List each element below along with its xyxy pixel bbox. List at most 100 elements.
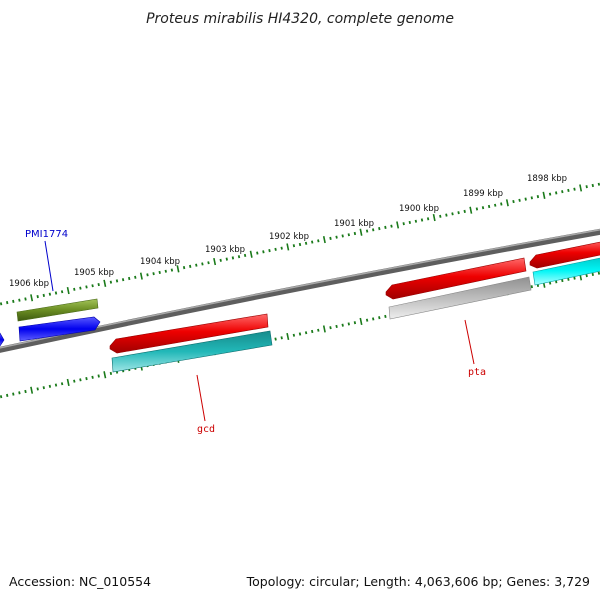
inner-scale-minor-tick	[530, 285, 533, 289]
outer-scale-major-tick	[286, 243, 290, 251]
inner-scale-minor-tick	[555, 280, 558, 284]
outer-scale-minor-tick	[6, 301, 9, 305]
outer-scale-minor-tick	[548, 192, 552, 196]
outer-scale-minor-tick	[311, 240, 314, 244]
outer-scale-minor-tick	[79, 286, 82, 290]
outer-scale-major-tick	[249, 250, 253, 258]
gene-label-pmi1774[interactable]: PMI1774	[25, 229, 68, 240]
forward-strand-features	[16, 240, 600, 354]
gene-feature-gray[interactable]	[388, 276, 532, 320]
inner-scale-minor-tick	[18, 391, 21, 395]
gene-feature-pmi1774[interactable]	[18, 316, 101, 342]
outer-scale-minor-tick	[54, 291, 58, 295]
inner-scale-minor-tick	[54, 383, 58, 387]
gene-feature-blue-left[interactable]	[0, 332, 5, 347]
outer-scale-minor-tick	[475, 207, 479, 211]
gene-feature-olive[interactable]	[16, 298, 99, 322]
gene-feature-pta-forward[interactable]	[385, 257, 527, 300]
inner-scale-minor-tick	[274, 337, 277, 341]
outer-scale-minor-tick	[494, 203, 497, 207]
outer-scale-major-tick	[30, 294, 34, 302]
outer-scale-minor-tick	[85, 285, 88, 289]
inner-scale-minor-tick	[280, 336, 283, 340]
inner-scale-major-tick	[66, 378, 70, 387]
outer-scale-minor-tick	[597, 182, 600, 186]
outer-scale-minor-tick	[0, 302, 3, 306]
inner-scale-minor-tick	[365, 318, 369, 322]
outer-scale-minor-tick	[402, 222, 405, 226]
inner-scale-minor-tick	[36, 387, 39, 391]
outer-scale-major-tick	[139, 272, 143, 280]
tick-label-1905: 1905 kbp	[74, 268, 114, 278]
gene-label-pta[interactable]: pta	[468, 367, 486, 378]
outer-scale-major-tick	[542, 191, 546, 199]
gene-feature-gcd-forward[interactable]	[109, 313, 269, 354]
outer-scale-minor-tick	[555, 191, 558, 195]
inner-scale-minor-tick	[298, 332, 302, 336]
reverse-strand-features	[0, 256, 600, 373]
gene-label-gcd[interactable]: gcd	[197, 424, 215, 435]
outer-scale-minor-tick	[274, 247, 277, 251]
outer-scale-minor-tick	[317, 239, 320, 243]
inner-scale-minor-tick	[85, 377, 88, 381]
outer-scale-major-tick	[103, 279, 107, 287]
outer-scale-minor-tick	[518, 198, 521, 202]
outer-scale-minor-tick	[91, 284, 94, 288]
outer-scale-major-tick	[359, 228, 363, 236]
outer-scale-minor-tick	[128, 276, 131, 281]
outer-scale-major-tick	[432, 213, 436, 222]
inner-scale-major-tick	[322, 325, 326, 333]
outer-scale-major-tick	[322, 236, 326, 244]
outer-scale-minor-tick	[353, 231, 357, 236]
outer-scale-minor-tick	[121, 278, 125, 282]
outer-scale-minor-tick	[420, 218, 424, 222]
outer-scale-minor-tick	[384, 225, 387, 229]
tick-label-1899: 1899 kbp	[463, 189, 503, 199]
inner-scale-minor-tick	[347, 322, 350, 326]
outer-scale-major-tick	[66, 286, 70, 295]
tick-label-1898: 1898 kbp	[527, 174, 567, 184]
map-title: Proteus mirabilis HI4320, complete genom…	[146, 11, 454, 27]
gene-feature-cyan[interactable]	[532, 256, 600, 286]
gene-feature-red-right[interactable]	[529, 240, 600, 269]
tick-label-1900: 1900 kbp	[399, 204, 439, 214]
outer-scale-minor-tick	[445, 213, 448, 217]
outer-scale-minor-tick	[48, 292, 52, 296]
inner-scale-minor-tick	[329, 326, 332, 330]
inner-scale-major-tick	[286, 332, 290, 341]
outer-scale-minor-tick	[500, 202, 503, 206]
gene-feature-teal[interactable]	[111, 330, 273, 373]
outer-scale-minor-tick	[164, 269, 167, 273]
inner-scale-minor-tick	[585, 274, 588, 278]
inner-scale-major-tick	[30, 386, 34, 394]
outer-scale-minor-tick	[42, 293, 45, 297]
outer-scale-minor-tick	[573, 187, 576, 191]
outer-scale-minor-tick	[335, 235, 338, 239]
inner-scale-minor-tick	[24, 389, 27, 394]
inner-scale-minor-tick	[6, 393, 9, 397]
inner-scale-minor-tick	[109, 371, 113, 375]
outer-scale-minor-tick	[365, 229, 369, 233]
outer-scale-minor-tick	[24, 297, 27, 301]
inner-scale-minor-tick	[341, 323, 344, 327]
scale-labels: 1906 kbp 1905 kbp 1904 kbp 1903 kbp 1902…	[9, 174, 567, 289]
leader-line-pta	[464, 319, 475, 365]
outer-scale-major-tick	[505, 199, 509, 207]
tick-label-1902: 1902 kbp	[269, 232, 309, 242]
inner-scale-minor-tick	[311, 329, 314, 334]
outer-scale-minor-tick	[536, 195, 540, 199]
outer-scale-minor-tick	[231, 256, 235, 260]
outer-scale-minor-tick	[378, 227, 381, 231]
inner-scale-minor-tick	[372, 317, 375, 321]
outer-scale-minor-tick	[243, 253, 247, 257]
tick-label-1906: 1906 kbp	[9, 279, 49, 289]
inner-scale-minor-tick	[567, 277, 570, 281]
outer-scale-minor-tick	[512, 200, 515, 204]
outer-scale-minor-tick	[585, 185, 588, 189]
outer-scale-minor-tick	[60, 290, 64, 294]
outer-scale-minor-tick	[426, 217, 430, 221]
outer-scale-minor-tick	[36, 295, 39, 299]
outer-scale-minor-tick	[372, 228, 375, 232]
outer-scale-minor-tick	[414, 219, 418, 223]
